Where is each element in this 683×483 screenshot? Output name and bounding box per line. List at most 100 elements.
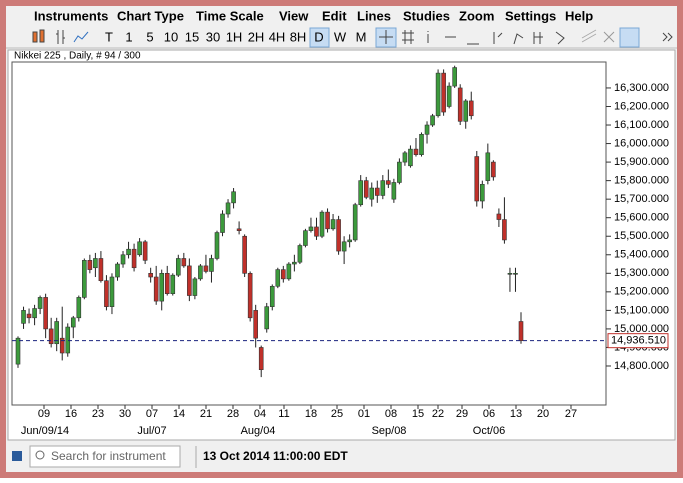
candle-body (308, 226, 314, 231)
month-label: Jun/09/14 (21, 425, 69, 437)
candle-body (21, 310, 26, 324)
candle-body (236, 228, 242, 231)
candle-body (126, 248, 131, 256)
timescale-button[interactable]: 10 (164, 29, 178, 44)
candle-body (48, 328, 54, 345)
candle-body (137, 241, 142, 256)
candle-body (341, 241, 347, 252)
candle-body (452, 67, 457, 87)
menu-item[interactable]: Lines (357, 8, 391, 23)
candle-body (281, 269, 286, 280)
menu-item[interactable]: Instruments (34, 8, 108, 23)
chart-title: Nikkei 225 , Daily, # 94 / 300 (14, 51, 141, 62)
timescale-button[interactable]: 4H (269, 29, 286, 44)
candle-body (104, 280, 109, 307)
candle-body (131, 248, 137, 269)
timescale-button[interactable]: D (314, 29, 323, 44)
menu-item[interactable]: Help (565, 8, 593, 23)
timescale-button[interactable]: T (105, 29, 113, 44)
month-label: Oct/06 (473, 425, 505, 437)
x-tick-label: 14 (173, 408, 185, 420)
x-tick-label: 30 (119, 408, 131, 420)
candle-body (32, 308, 37, 319)
x-tick-label: 16 (65, 408, 77, 420)
timescale-button[interactable]: 5 (146, 29, 153, 44)
candle-body (242, 235, 247, 274)
y-tick-label: 15,100.000 (614, 304, 669, 316)
month-label: Sep/08 (372, 425, 407, 437)
candle-body (292, 261, 297, 265)
search-placeholder[interactable]: Search for instrument (51, 449, 166, 463)
timescale-button[interactable]: 8H (290, 29, 307, 44)
candle-body (164, 273, 170, 294)
x-tick-label: 01 (358, 408, 370, 420)
candle-body (87, 260, 93, 270)
y-tick-label: 14,800.000 (614, 360, 669, 372)
y-tick-label: 15,000.000 (614, 323, 669, 335)
candle-body (159, 273, 165, 302)
candle-body (187, 265, 192, 296)
candle-body (148, 273, 153, 278)
candle-body (424, 124, 430, 135)
candle-body (253, 310, 258, 339)
timescale-button[interactable]: 30 (206, 29, 220, 44)
y-tick-label: 15,900.000 (614, 156, 669, 168)
timescale-button[interactable]: 2H (248, 29, 265, 44)
menu-item[interactable]: Edit (322, 8, 347, 23)
toolbar-icons (32, 29, 673, 45)
y-tick-label: 15,400.000 (614, 249, 669, 261)
menu-item[interactable]: Time Scale (196, 8, 264, 23)
x-tick-label: 06 (483, 408, 495, 420)
menu-item[interactable]: Settings (505, 8, 556, 23)
y-tick-label: 15,700.000 (614, 193, 669, 205)
timescale-button[interactable]: M (356, 29, 367, 44)
y-tick-label: 15,500.000 (614, 230, 669, 242)
candle-body (336, 219, 341, 252)
timescale-button[interactable]: W (334, 29, 347, 44)
timescale-button[interactable]: 15 (185, 29, 199, 44)
candle-body (402, 152, 408, 163)
search-box[interactable] (29, 445, 181, 468)
menu-item[interactable]: Studies (403, 8, 450, 23)
candle-body (170, 274, 176, 294)
y-tick-label: 16,100.000 (614, 119, 669, 131)
candle-body (269, 285, 275, 307)
candle-body (231, 191, 236, 204)
candle-body (397, 161, 402, 183)
x-tick-label: 21 (200, 408, 212, 420)
candle-body (446, 85, 452, 107)
plot-area (11, 61, 607, 406)
month-label: Jul/07 (137, 425, 166, 437)
candle-body (209, 258, 214, 272)
month-label: Aug/04 (241, 425, 276, 437)
timescale-button[interactable]: 1H (226, 29, 243, 44)
y-tick-label: 15,200.000 (614, 286, 669, 298)
y-tick-label: 15,600.000 (614, 212, 669, 224)
candle-body (82, 260, 87, 298)
timescale-button[interactable]: 1 (125, 29, 132, 44)
candle-body (352, 204, 358, 241)
candle-body (192, 278, 198, 296)
candle-body (120, 254, 126, 265)
current-price-label: 14,936.510 (611, 335, 666, 347)
candle-body (507, 273, 513, 275)
x-tick-label: 07 (146, 408, 158, 420)
candle-body (513, 273, 518, 275)
candle-body (76, 297, 82, 319)
status-datetime: 13 Oct 2014 11:00:00 EDT (203, 449, 348, 463)
candle-body (54, 321, 59, 345)
y-tick-label: 15,800.000 (614, 175, 669, 187)
candle-body (93, 258, 98, 269)
candle-body (325, 211, 330, 230)
candle-body (518, 321, 524, 341)
menu-item[interactable]: View (279, 8, 309, 23)
x-tick-label: 15 (412, 408, 424, 420)
x-tick-label: 18 (305, 408, 317, 420)
candle-body (37, 297, 43, 309)
menu-item[interactable]: Chart Type (117, 8, 184, 23)
x-tick-label: 27 (565, 408, 577, 420)
menu-item[interactable]: Zoom (459, 8, 494, 23)
candle-body (441, 72, 446, 113)
